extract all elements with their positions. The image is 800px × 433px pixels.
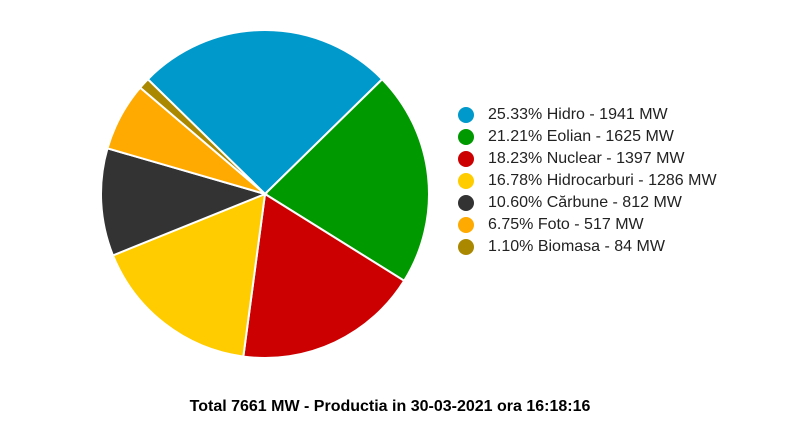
legend-item: 18.23% Nuclear - 1397 MW <box>458 148 717 170</box>
legend: 25.33% Hidro - 1941 MW 21.21% Eolian - 16… <box>458 104 717 258</box>
legend-marker-icon <box>458 217 474 233</box>
legend-label: 25.33% Hidro - 1941 MW <box>488 106 668 123</box>
legend-marker-icon <box>458 129 474 145</box>
legend-label: 10.60% Cărbune - 812 MW <box>488 194 682 211</box>
pie-slice-cărbune <box>100 147 269 257</box>
legend-label: 1.10% Biomasa - 84 MW <box>488 238 665 255</box>
legend-item: 16.78% Hidrocarburi - 1286 MW <box>458 170 717 192</box>
legend-marker-icon <box>458 239 474 255</box>
pie-slice-hidro <box>146 29 384 196</box>
legend-marker-icon <box>458 107 474 123</box>
legend-item: 1.10% Biomasa - 84 MW <box>458 236 717 258</box>
legend-label: 18.23% Nuclear - 1397 MW <box>488 150 685 167</box>
legend-marker-icon <box>458 195 474 211</box>
legend-label: 6.75% Foto - 517 MW <box>488 216 644 233</box>
pie-slice-biomasa <box>138 77 266 195</box>
chart-title: Total 7661 MW - Productia in 30-03-2021 … <box>189 398 591 415</box>
legend-label: 21.21% Eolian - 1625 MW <box>488 128 674 145</box>
legend-marker-icon <box>458 151 474 167</box>
legend-marker-icon <box>458 173 474 189</box>
legend-label: 16.78% Hidrocarburi - 1286 MW <box>488 172 717 189</box>
pie-chart <box>100 29 430 359</box>
legend-item: 10.60% Cărbune - 812 MW <box>458 192 717 214</box>
pie-slice-eolian <box>263 77 430 283</box>
legend-item: 21.21% Eolian - 1625 MW <box>458 126 717 148</box>
legend-item: 6.75% Foto - 517 MW <box>458 214 717 236</box>
pie-slice-hidrocarburi <box>111 192 267 358</box>
legend-item: 25.33% Hidro - 1941 MW <box>458 104 717 126</box>
pie-slice-nuclear <box>242 192 406 359</box>
